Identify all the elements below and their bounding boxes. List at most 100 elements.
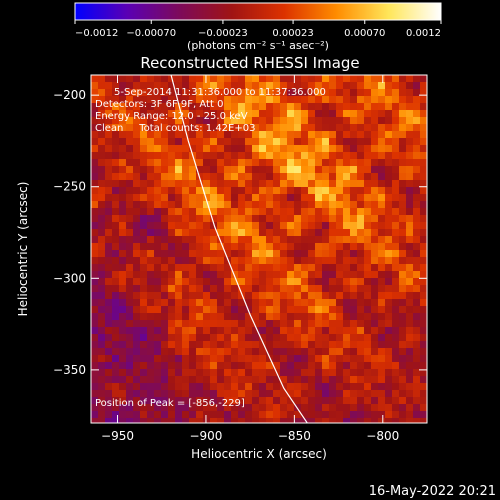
heatmap-cell xyxy=(224,201,231,208)
heatmap-cell xyxy=(105,131,112,138)
heatmap-cell xyxy=(406,194,413,201)
heatmap-cell xyxy=(182,103,189,110)
heatmap-cell xyxy=(238,229,245,236)
heatmap-cell xyxy=(280,313,287,320)
heatmap-cell xyxy=(273,96,280,103)
heatmap-cell xyxy=(392,362,399,369)
heatmap-cell xyxy=(301,271,308,278)
heatmap-cell xyxy=(301,369,308,376)
heatmap-cell xyxy=(280,75,287,82)
heatmap-cell xyxy=(133,103,140,110)
heatmap-cell xyxy=(98,131,105,138)
heatmap-cell xyxy=(210,271,217,278)
heatmap-cell xyxy=(392,243,399,250)
heatmap-cell xyxy=(98,271,105,278)
heatmap-cell xyxy=(231,236,238,243)
heatmap-cell xyxy=(308,250,315,257)
heatmap-cell xyxy=(273,243,280,250)
heatmap-cell xyxy=(273,264,280,271)
heatmap-cell xyxy=(294,173,301,180)
heatmap-cell xyxy=(126,103,133,110)
heatmap-cell xyxy=(420,348,427,355)
heatmap-cell xyxy=(231,418,238,423)
heatmap-cell xyxy=(245,376,252,383)
heatmap-cell xyxy=(119,194,126,201)
heatmap-cell xyxy=(336,271,343,278)
heatmap-cell xyxy=(182,145,189,152)
heatmap-cell xyxy=(322,383,329,390)
heatmap-cell xyxy=(133,362,140,369)
heatmap-cell xyxy=(357,208,364,215)
heatmap-cell xyxy=(126,250,133,257)
heatmap-cell xyxy=(231,215,238,222)
heatmap-cell xyxy=(308,404,315,411)
heatmap-cell xyxy=(413,278,420,285)
heatmap-cell xyxy=(406,124,413,131)
heatmap-cell xyxy=(133,292,140,299)
heatmap-cell xyxy=(98,362,105,369)
heatmap-cell xyxy=(308,194,315,201)
heatmap-cell xyxy=(203,180,210,187)
heatmap-cell xyxy=(273,82,280,89)
heatmap-cell xyxy=(357,299,364,306)
heatmap-cell xyxy=(161,194,168,201)
heatmap-cell xyxy=(224,236,231,243)
heatmap-cell xyxy=(147,250,154,257)
heatmap-cell xyxy=(392,348,399,355)
heatmap-cell xyxy=(238,166,245,173)
heatmap-cell xyxy=(294,250,301,257)
heatmap-cell xyxy=(399,306,406,313)
heatmap-cell xyxy=(119,418,126,423)
heatmap-cell xyxy=(147,292,154,299)
heatmap-cell xyxy=(350,229,357,236)
heatmap-cell xyxy=(266,362,273,369)
heatmap-cell xyxy=(98,383,105,390)
heatmap-cell xyxy=(217,250,224,257)
heatmap-cell xyxy=(280,229,287,236)
heatmap-cell xyxy=(294,194,301,201)
heatmap-cell xyxy=(196,103,203,110)
heatmap-cell xyxy=(189,390,196,397)
heatmap-cell xyxy=(161,145,168,152)
heatmap-cell xyxy=(280,397,287,404)
heatmap-cell xyxy=(364,180,371,187)
heatmap-cell xyxy=(224,103,231,110)
heatmap-cell xyxy=(322,278,329,285)
heatmap-cell xyxy=(280,82,287,89)
heatmap-cell xyxy=(196,152,203,159)
heatmap-cell xyxy=(217,362,224,369)
heatmap-cell xyxy=(294,215,301,222)
heatmap-cell xyxy=(91,355,98,362)
heatmap-cell xyxy=(308,390,315,397)
heatmap-cell xyxy=(224,250,231,257)
heatmap-cell xyxy=(329,404,336,411)
heatmap-cell xyxy=(238,264,245,271)
heatmap-cell xyxy=(133,376,140,383)
heatmap-cell xyxy=(196,110,203,117)
heatmap-cell xyxy=(336,348,343,355)
heatmap-cell xyxy=(308,355,315,362)
heatmap-cell xyxy=(140,180,147,187)
heatmap-cell xyxy=(266,173,273,180)
heatmap-cell xyxy=(420,341,427,348)
heatmap-cell xyxy=(238,243,245,250)
heatmap-cell xyxy=(420,376,427,383)
heatmap-cell xyxy=(91,131,98,138)
heatmap-cell xyxy=(252,264,259,271)
heatmap-cell xyxy=(385,334,392,341)
heatmap-cell xyxy=(112,180,119,187)
heatmap-cell xyxy=(399,124,406,131)
heatmap-cell xyxy=(413,201,420,208)
heatmap-cell xyxy=(91,362,98,369)
heatmap-cell xyxy=(210,348,217,355)
heatmap-cell xyxy=(413,313,420,320)
heatmap-cell xyxy=(224,334,231,341)
heatmap-cell xyxy=(315,173,322,180)
heatmap-cell xyxy=(203,243,210,250)
heatmap-cell xyxy=(245,369,252,376)
heatmap-cell xyxy=(147,306,154,313)
heatmap-cell xyxy=(91,397,98,404)
heatmap-cell xyxy=(329,313,336,320)
heatmap-cell xyxy=(91,369,98,376)
heatmap-cell xyxy=(175,278,182,285)
